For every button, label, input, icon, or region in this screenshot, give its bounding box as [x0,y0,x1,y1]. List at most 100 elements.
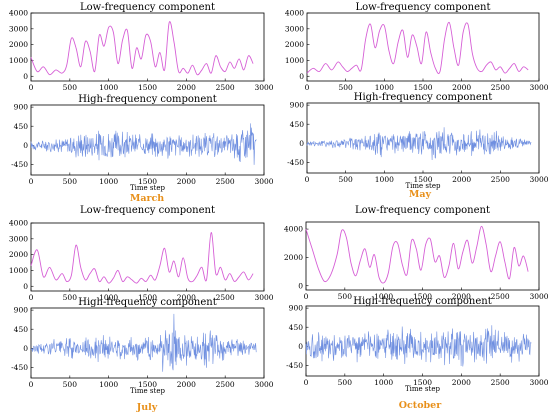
high-xtick-label: 3000 [254,380,273,389]
month-label: October [399,400,442,411]
low-ytick-label: 1000 [285,56,304,65]
panel-march: Low-frequency component 0 500 1000 1500 2000 2… [9,2,274,204]
panel-may: Low-frequency component 0 500 1000 1500 2000 2… [285,2,549,200]
high-xtick-label: 0 [29,177,34,186]
low-ytick-label: 0 [298,281,303,290]
low-xtick-label: 3000 [529,83,548,92]
high-xtick-label: 0 [29,380,34,389]
low-xtick-label: 1000 [375,83,394,92]
low-xtick-label: 500 [63,83,78,92]
high-ytick-label: 0 [23,344,28,353]
low-xtick-label: 0 [304,292,309,301]
x-axis-label: Time step [130,387,165,395]
low-ytick-label: 4000 [9,219,28,228]
high-xtick-label: 0 [305,175,310,184]
high-xtick-label: 500 [63,177,78,186]
high-ytick-label: -450 [11,160,28,169]
low-xtick-label: 3000 [254,83,273,92]
high-ytick-label: 0 [298,342,303,351]
high-xtick-label: 1500 [138,380,157,389]
low-xtick-label: 1000 [99,293,118,302]
high-ytick-label: -450 [287,158,304,167]
high-xtick-label: 2000 [452,378,471,387]
high-ytick-label: 900 [289,304,304,313]
high-xtick-label: 2000 [177,380,196,389]
low-ytick-label: 1000 [9,266,28,275]
high-xtick-label: 1000 [375,175,394,184]
low-xtick-label: 2000 [177,83,196,92]
low-xtick-label: 2500 [216,83,235,92]
high-xtick-label: 1000 [99,380,118,389]
low-ytick-label: 0 [23,282,28,291]
low-xtick-label: 2500 [491,292,510,301]
high-xtick-label: 2000 [452,175,471,184]
low-xtick-label: 0 [305,83,310,92]
high-xtick-label: 0 [304,378,309,387]
low-xtick-label: 1500 [138,293,157,302]
high-xtick-label: 1500 [413,175,432,184]
high-ytick-label: 0 [23,141,28,150]
low-xtick-label: 0 [29,293,34,302]
low-ytick-label: 4000 [9,9,28,18]
high-ytick-label: 450 [290,120,305,129]
high-frequency-title: High-frequency component [78,94,217,105]
high-xtick-label: 500 [63,380,78,389]
high-xtick-label: 2500 [491,378,510,387]
low-ytick-label: 2000 [9,250,28,259]
x-axis-label: Time step [405,385,440,393]
high-ytick-label: 0 [299,139,304,148]
high-xtick-label: 3000 [529,378,548,387]
low-axes-frame [30,12,265,82]
low-ytick-label: 0 [23,72,28,81]
low-frequency-title: Low-frequency component [355,205,490,216]
high-xtick-label: 3000 [529,175,548,184]
low-axes-frame [306,12,540,82]
low-xtick-label: 1000 [99,83,118,92]
low-frequency-title: Low-frequency component [356,2,491,13]
low-ytick-label: 2000 [284,253,303,262]
low-xtick-label: 2500 [216,293,235,302]
high-frequency-title: High-frequency component [354,92,493,103]
high-frequency-title: High-frequency component [353,296,492,307]
month-label: May [409,189,432,200]
x-axis-label: Time step [406,182,441,190]
high-frequency-series-line [305,325,532,367]
high-xtick-label: 2000 [177,177,196,186]
high-xtick-label: 1000 [374,378,393,387]
panel-october: Low-frequency component 0 500 1000 1500 2000 2… [284,205,549,411]
panel-july: Low-frequency component 0 500 1000 1500 2000 2… [9,205,274,413]
high-ytick-label: 450 [289,323,304,332]
high-xtick-label: 2500 [216,177,235,186]
low-xtick-label: 1000 [374,292,393,301]
low-xtick-label: 500 [339,83,354,92]
high-xtick-label: 500 [339,175,354,184]
high-xtick-label: 2500 [216,380,235,389]
high-ytick-label: 450 [14,325,29,334]
low-xtick-label: 1500 [138,83,157,92]
low-ytick-label: 3000 [285,24,304,33]
high-xtick-label: 1000 [99,177,118,186]
low-frequency-series-line [30,232,254,284]
low-ytick-label: 2000 [9,40,28,49]
low-xtick-label: 2000 [452,292,471,301]
low-xtick-label: 2000 [452,83,471,92]
high-xtick-label: 500 [338,378,353,387]
low-xtick-label: 1500 [413,83,432,92]
low-xtick-label: 2500 [491,83,510,92]
high-frequency-series-line [306,127,532,161]
low-ytick-label: 4000 [285,9,304,18]
high-ytick-label: -450 [286,361,303,370]
low-ytick-label: 1000 [9,56,28,65]
low-xtick-label: 500 [63,293,78,302]
low-xtick-label: 0 [29,83,34,92]
high-ytick-label: 450 [14,122,29,131]
high-ytick-label: 900 [14,306,29,315]
month-label: March [130,193,164,204]
low-frequency-series-line [306,21,529,75]
low-ytick-label: 3000 [9,234,28,243]
high-frequency-series-line [30,313,257,372]
x-axis-label: Time step [130,184,165,192]
high-xtick-label: 1500 [138,177,157,186]
high-xtick-label: 1500 [413,378,432,387]
